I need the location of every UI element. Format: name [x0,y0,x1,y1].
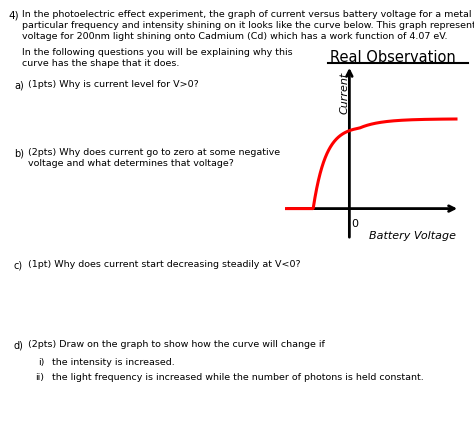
Text: 0: 0 [351,219,358,229]
Text: b): b) [14,148,24,158]
Text: Battery Voltage: Battery Voltage [369,231,456,241]
Text: the light frequency is increased while the number of photons is held constant.: the light frequency is increased while t… [52,373,424,382]
Text: i): i) [38,358,45,367]
Text: voltage and what determines that voltage?: voltage and what determines that voltage… [28,159,234,168]
Text: d): d) [14,340,24,350]
Text: In the photoelectric effect experiment, the graph of current versus battery volt: In the photoelectric effect experiment, … [22,10,474,19]
Text: ii): ii) [35,373,44,382]
Text: Real Observation: Real Observation [330,50,456,65]
Text: (2pts) Draw on the graph to show how the curve will change if: (2pts) Draw on the graph to show how the… [28,340,325,349]
Text: voltage for 200nm light shining onto Cadmium (Cd) which has a work function of 4: voltage for 200nm light shining onto Cad… [22,32,447,41]
Text: (1pts) Why is current level for V>0?: (1pts) Why is current level for V>0? [28,80,199,89]
Text: In the following questions you will be explaining why this: In the following questions you will be e… [22,48,292,57]
Text: (1pt) Why does current start decreasing steadily at V<0?: (1pt) Why does current start decreasing … [28,260,301,269]
Text: curve has the shape that it does.: curve has the shape that it does. [22,59,179,68]
Text: 4): 4) [8,10,18,20]
Text: a): a) [14,80,24,90]
Text: (2pts) Why does current go to zero at some negative: (2pts) Why does current go to zero at so… [28,148,280,157]
Text: the intensity is increased.: the intensity is increased. [52,358,175,367]
Text: particular frequency and intensity shining on it looks like the curve below. Thi: particular frequency and intensity shini… [22,21,474,30]
Text: Current: Current [339,72,349,114]
Text: c): c) [14,260,23,270]
